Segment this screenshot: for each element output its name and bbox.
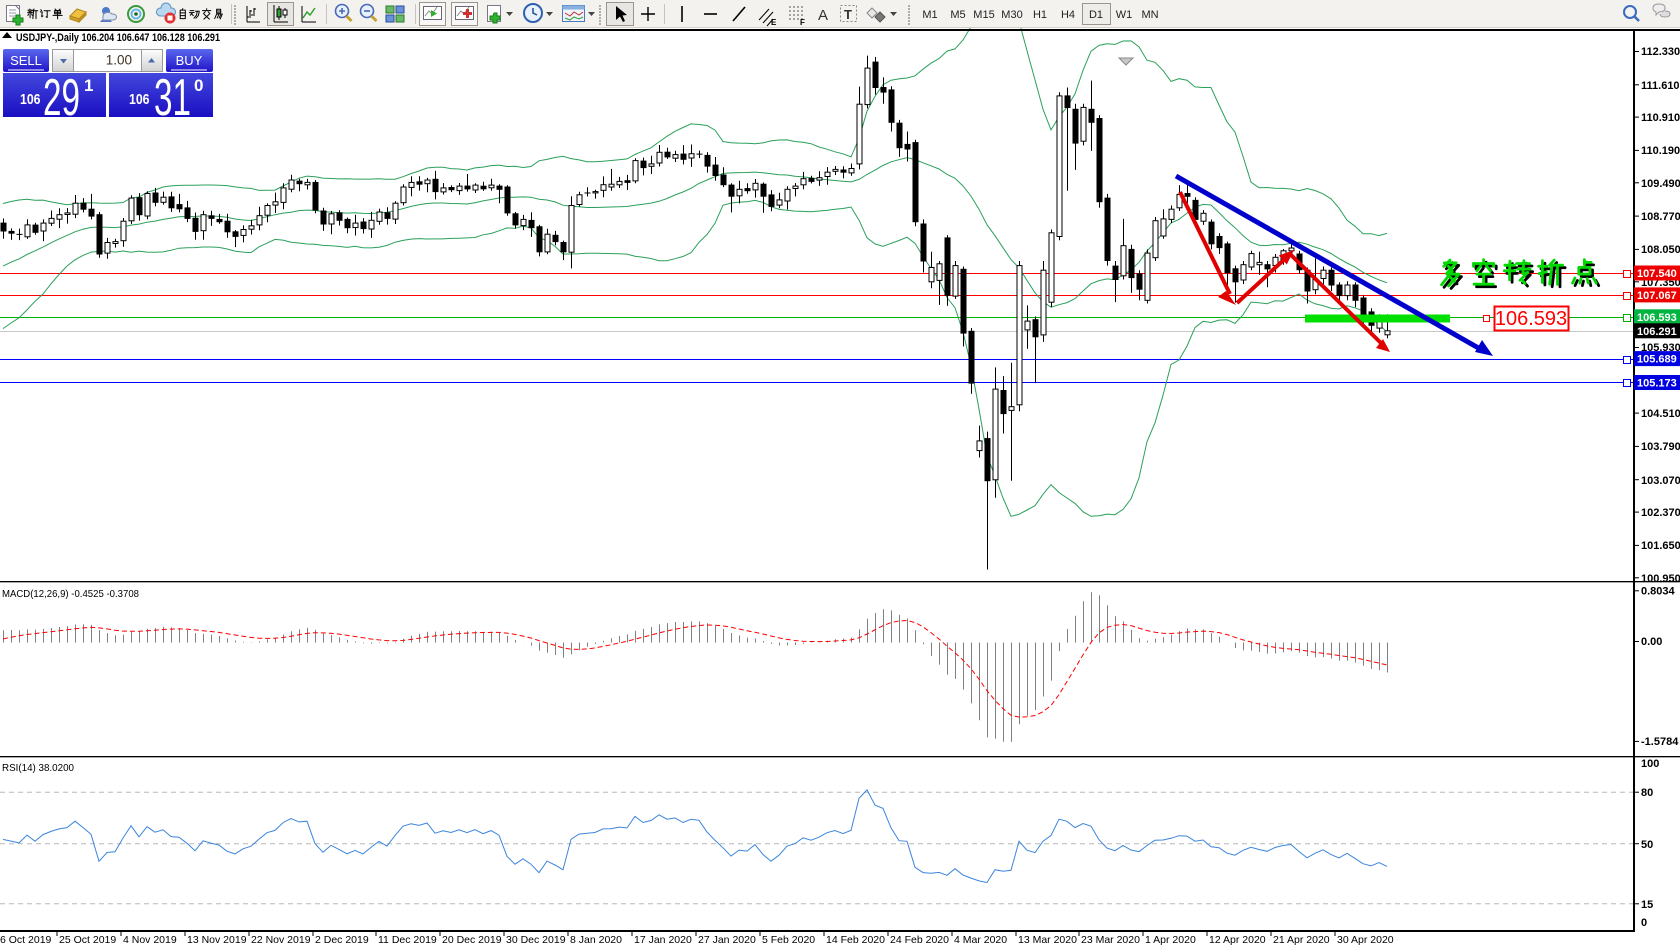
svg-text:106: 106 [129, 91, 150, 107]
svg-text:111.610: 111.610 [1641, 80, 1680, 92]
svg-text:1: 1 [84, 76, 93, 95]
svg-text:24 Feb 2020: 24 Feb 2020 [890, 934, 949, 946]
svg-text:-1.5784: -1.5784 [1641, 736, 1679, 748]
svg-text:25 Oct 2019: 25 Oct 2019 [59, 934, 116, 946]
svg-text:0.00: 0.00 [1641, 636, 1662, 648]
svg-text:6 Oct 2019: 6 Oct 2019 [0, 934, 52, 946]
svg-text:112.330: 112.330 [1641, 46, 1680, 58]
svg-text:30 Dec 2019: 30 Dec 2019 [506, 934, 566, 946]
svg-text:110.190: 110.190 [1641, 145, 1680, 157]
svg-text:SELL: SELL [10, 53, 42, 68]
svg-text:110.910: 110.910 [1641, 112, 1680, 124]
svg-text:F: F [800, 18, 805, 27]
svg-text:1.00: 1.00 [106, 53, 132, 68]
svg-text:27 Jan 2020: 27 Jan 2020 [698, 934, 756, 946]
svg-text:109.490: 109.490 [1641, 178, 1680, 190]
svg-text:MN: MN [1141, 9, 1158, 21]
svg-text:100: 100 [1641, 758, 1659, 770]
svg-text:MACD(12,26,9) -0.4525 -0.3708: MACD(12,26,9) -0.4525 -0.3708 [2, 588, 139, 600]
svg-text:0.8034: 0.8034 [1641, 585, 1676, 597]
svg-text:D1: D1 [1089, 9, 1103, 21]
svg-text:105.173: 105.173 [1637, 378, 1677, 390]
svg-text:0: 0 [1641, 917, 1647, 929]
svg-text:14 Feb 2020: 14 Feb 2020 [826, 934, 885, 946]
svg-text:106.593: 106.593 [1495, 308, 1567, 330]
svg-text:106: 106 [20, 91, 41, 107]
svg-text:107.540: 107.540 [1637, 268, 1677, 280]
svg-text:103.790: 103.790 [1641, 441, 1680, 453]
svg-text:0: 0 [194, 76, 203, 95]
svg-text:5 Feb 2020: 5 Feb 2020 [762, 934, 815, 946]
svg-text:T: T [844, 7, 852, 22]
svg-text:H4: H4 [1061, 9, 1075, 21]
svg-text:20 Dec 2019: 20 Dec 2019 [442, 934, 502, 946]
svg-text:17 Jan 2020: 17 Jan 2020 [634, 934, 692, 946]
svg-text:23 Mar 2020: 23 Mar 2020 [1081, 934, 1140, 946]
svg-text:M30: M30 [1001, 9, 1022, 21]
svg-text:108.050: 108.050 [1641, 244, 1680, 256]
svg-text:H1: H1 [1033, 9, 1047, 21]
svg-text:100.950: 100.950 [1641, 573, 1680, 585]
svg-text:30 Apr 2020: 30 Apr 2020 [1337, 934, 1394, 946]
svg-text:15: 15 [1641, 899, 1653, 911]
svg-text:4 Mar 2020: 4 Mar 2020 [954, 934, 1007, 946]
svg-text:M1: M1 [922, 9, 937, 21]
svg-text:31: 31 [154, 69, 191, 127]
svg-text:105.689: 105.689 [1637, 354, 1677, 366]
svg-text:11 Dec 2019: 11 Dec 2019 [378, 934, 437, 946]
svg-text:8 Jan 2020: 8 Jan 2020 [570, 934, 622, 946]
svg-text:108.770: 108.770 [1641, 211, 1680, 223]
svg-text:E: E [771, 18, 777, 27]
svg-text:1 Apr 2020: 1 Apr 2020 [1145, 934, 1196, 946]
svg-text:13 Mar 2020: 13 Mar 2020 [1018, 934, 1077, 946]
svg-text:50: 50 [1641, 839, 1653, 851]
svg-text:107.067: 107.067 [1637, 290, 1677, 302]
svg-text:80: 80 [1641, 787, 1653, 799]
svg-text:105.930: 105.930 [1641, 342, 1680, 354]
svg-text:BUY: BUY [176, 53, 203, 68]
svg-text:21 Apr 2020: 21 Apr 2020 [1273, 934, 1330, 946]
svg-text:102.370: 102.370 [1641, 507, 1680, 519]
svg-text:13 Nov 2019: 13 Nov 2019 [187, 934, 247, 946]
svg-text:4 Nov 2019: 4 Nov 2019 [123, 934, 177, 946]
svg-text:W1: W1 [1116, 9, 1133, 21]
svg-text:M15: M15 [973, 9, 994, 21]
svg-text:A: A [818, 7, 828, 24]
svg-text:M5: M5 [950, 9, 965, 21]
svg-text:29: 29 [43, 69, 80, 127]
svg-text:22 Nov 2019: 22 Nov 2019 [251, 934, 311, 946]
svg-text:2 Dec 2019: 2 Dec 2019 [315, 934, 369, 946]
svg-text:106.593: 106.593 [1637, 312, 1677, 324]
svg-text:106.291: 106.291 [1637, 326, 1677, 338]
svg-text:USDJPY-,Daily 106.204 106.647: USDJPY-,Daily 106.204 106.647 106.128 10… [16, 32, 220, 44]
svg-text:103.070: 103.070 [1641, 475, 1680, 487]
svg-text:RSI(14) 38.0200: RSI(14) 38.0200 [2, 762, 74, 774]
svg-text:101.650: 101.650 [1641, 540, 1680, 552]
svg-text:12 Apr 2020: 12 Apr 2020 [1209, 934, 1266, 946]
svg-text:104.510: 104.510 [1641, 408, 1680, 420]
